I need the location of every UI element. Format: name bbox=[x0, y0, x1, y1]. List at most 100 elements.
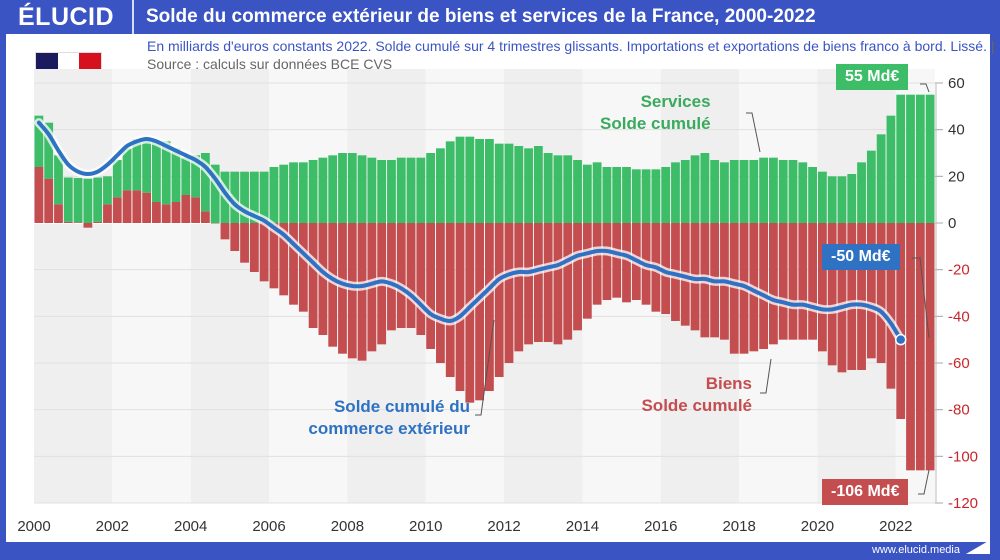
services-bar bbox=[906, 94, 915, 224]
services-bar bbox=[612, 167, 622, 223]
goods-bar bbox=[436, 223, 445, 363]
services-bar bbox=[524, 148, 533, 223]
total-annotation: Solde cumulé du commerce extérieur bbox=[280, 396, 470, 440]
goods-annotation: Biens Solde cumulé bbox=[600, 373, 752, 417]
services-bar bbox=[602, 167, 612, 223]
services-bar bbox=[866, 150, 876, 223]
goods-bar bbox=[112, 197, 122, 223]
goods-bar bbox=[847, 223, 857, 370]
services-bar bbox=[122, 148, 132, 191]
goods-bar bbox=[308, 223, 318, 328]
goods-bar bbox=[798, 223, 808, 340]
logo-separator bbox=[132, 0, 134, 34]
services-bar bbox=[915, 94, 925, 224]
total-annotation-line2: commerce extérieur bbox=[308, 419, 470, 438]
services-bar bbox=[563, 155, 573, 223]
total-line-endpoint bbox=[894, 333, 907, 346]
goods-last-value-badge: -106 Md€ bbox=[822, 479, 909, 505]
goods-bar bbox=[318, 223, 328, 335]
services-bar bbox=[210, 164, 220, 223]
goods-bar bbox=[485, 223, 494, 391]
x-tick-label: 2002 bbox=[96, 518, 129, 535]
services-bar bbox=[876, 134, 886, 223]
services-bar bbox=[788, 160, 798, 223]
goods-annotation-leader bbox=[760, 358, 772, 394]
services-bars bbox=[34, 94, 935, 224]
services-bar bbox=[338, 153, 347, 223]
goods-bar bbox=[612, 223, 622, 298]
services-bar bbox=[700, 153, 710, 223]
goods-bar bbox=[191, 197, 200, 223]
services-bar bbox=[837, 176, 847, 223]
services-bar bbox=[710, 160, 720, 223]
goods-bar bbox=[886, 223, 896, 389]
services-bar bbox=[83, 178, 93, 223]
services-bar bbox=[661, 167, 671, 223]
goods-bar bbox=[396, 223, 406, 328]
goods-bar bbox=[533, 223, 543, 342]
y-tick-label: -100 bbox=[948, 448, 978, 465]
goods-bar bbox=[298, 223, 308, 312]
services-bar bbox=[240, 171, 249, 223]
y-tick-label: -20 bbox=[948, 262, 970, 279]
subtitle-separator: | bbox=[986, 38, 995, 54]
goods-bar bbox=[769, 223, 778, 345]
y-tick-label: -40 bbox=[948, 308, 970, 325]
y-tick-label: 60 bbox=[948, 75, 965, 92]
goods-bar bbox=[906, 223, 915, 471]
goods-bar bbox=[63, 221, 73, 223]
goods-bar bbox=[876, 223, 886, 363]
goods-bar bbox=[171, 202, 181, 223]
services-bar bbox=[847, 174, 857, 223]
goods-bar bbox=[494, 223, 504, 377]
services-annotation-leader bbox=[746, 112, 761, 153]
goods-bar bbox=[132, 190, 142, 223]
services-bar bbox=[44, 122, 54, 179]
services-bar bbox=[152, 141, 161, 202]
services-bar bbox=[318, 157, 328, 223]
services-bar bbox=[680, 160, 690, 223]
goods-annotation-line1: Biens bbox=[705, 374, 752, 393]
goods-bar bbox=[915, 223, 925, 471]
background-band bbox=[112, 69, 191, 503]
goods-bar bbox=[602, 223, 612, 300]
services-bar bbox=[504, 143, 514, 223]
services-bar bbox=[769, 157, 778, 223]
goods-bar bbox=[827, 223, 837, 366]
services-bar bbox=[132, 139, 142, 191]
services-bar bbox=[63, 177, 73, 222]
goods-bar bbox=[573, 223, 582, 331]
total-line-group bbox=[34, 118, 907, 346]
services-annotation: Services Solde cumulé bbox=[600, 91, 711, 135]
goods-bar bbox=[357, 223, 367, 361]
footer-url[interactable]: www.elucid.media bbox=[871, 544, 960, 556]
services-bar bbox=[436, 148, 445, 223]
services-bar bbox=[514, 146, 524, 223]
goods-badge-leader bbox=[918, 469, 930, 495]
goods-bar bbox=[328, 223, 338, 347]
services-bar bbox=[34, 115, 44, 167]
x-axis-ticks: 2000 2002 2004 2006 2008 2010 2012 2014 2016 2018… bbox=[17, 518, 912, 535]
services-bar bbox=[103, 176, 112, 205]
x-tick-label: 2022 bbox=[879, 518, 912, 535]
x-tick-label: 2010 bbox=[409, 518, 442, 535]
services-bar bbox=[592, 162, 602, 223]
services-bar bbox=[886, 115, 896, 223]
goods-bar bbox=[925, 223, 935, 471]
total-annotation-leader bbox=[475, 319, 495, 416]
x-tick-label: 2012 bbox=[487, 518, 520, 535]
goods-bar bbox=[808, 223, 817, 340]
goods-bar bbox=[896, 223, 906, 419]
services-bar bbox=[249, 171, 259, 223]
goods-bar bbox=[93, 221, 103, 223]
goods-bar bbox=[220, 223, 230, 240]
services-bar bbox=[445, 141, 455, 223]
services-bar bbox=[817, 171, 827, 223]
services-bar bbox=[377, 160, 387, 223]
y-tick-label: 0 bbox=[948, 215, 956, 232]
services-bar bbox=[181, 157, 191, 195]
goods-bar bbox=[857, 223, 866, 370]
goods-bar bbox=[592, 223, 602, 305]
services-bar bbox=[259, 171, 269, 223]
goods-bar bbox=[553, 223, 563, 345]
